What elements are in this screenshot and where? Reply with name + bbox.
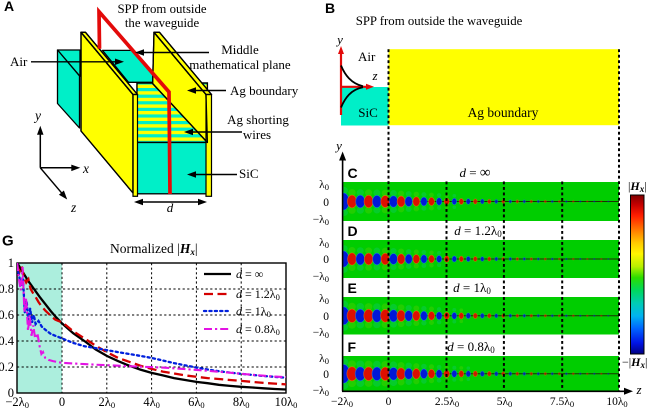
svg-text:−2λ0: −2λ0 [5, 395, 29, 410]
svg-text:F: F [348, 339, 357, 355]
svg-text:0: 0 [323, 254, 329, 266]
svg-text:0.4: 0.4 [0, 334, 15, 348]
svg-text:d = ∞: d = ∞ [459, 165, 490, 181]
svg-text:B: B [325, 0, 335, 16]
svg-text:Middle: Middle [221, 42, 259, 57]
svg-text:d = 1λ0: d = 1λ0 [236, 304, 271, 319]
svg-text:d = 1.2λ0: d = 1.2λ0 [454, 223, 502, 239]
svg-text:5λ0: 5λ0 [497, 396, 513, 409]
svg-text:d = 0.8λ0: d = 0.8λ0 [447, 339, 495, 355]
svg-text:mathematical plane: mathematical plane [189, 57, 291, 72]
svg-text:Normalized |Hx|: Normalized |Hx| [110, 241, 198, 257]
svg-text:0: 0 [323, 311, 329, 323]
svg-text:−λ0: −λ0 [313, 385, 329, 398]
svg-text:d = 0.8λ0: d = 0.8λ0 [236, 322, 280, 337]
svg-text:0: 0 [386, 396, 392, 408]
svg-text:y: y [335, 32, 343, 47]
svg-text:7.5λ0: 7.5λ0 [550, 396, 574, 409]
svg-text:0.8: 0.8 [0, 282, 14, 296]
svg-text:E: E [348, 280, 357, 296]
svg-text:z: z [635, 382, 641, 397]
svg-text:y: y [334, 138, 342, 153]
svg-text:SPP from outside: SPP from outside [117, 2, 206, 16]
svg-text:G: G [2, 233, 14, 250]
svg-text:10λ0: 10λ0 [275, 395, 298, 410]
svg-text:λ0: λ0 [319, 293, 329, 306]
svg-text:−2λ0: −2λ0 [331, 396, 353, 409]
svg-text:d = 1.2λ0: d = 1.2λ0 [236, 287, 280, 302]
svg-text:|Hx|: |Hx| [628, 179, 647, 194]
svg-text:−λ0: −λ0 [313, 271, 329, 284]
svg-text:y: y [33, 108, 41, 123]
svg-text:−λ0: −λ0 [313, 327, 329, 340]
svg-text:λ0: λ0 [319, 237, 329, 250]
svg-text:z: z [371, 68, 377, 83]
svg-text:Ag boundary: Ag boundary [468, 105, 539, 120]
svg-text:0.6: 0.6 [0, 308, 14, 322]
svg-text:d = 1λ0: d = 1λ0 [453, 280, 491, 296]
svg-text:0: 0 [323, 369, 329, 381]
svg-text:2.5λ0: 2.5λ0 [435, 396, 459, 409]
svg-text:0: 0 [59, 395, 65, 409]
svg-text:Air: Air [358, 49, 376, 64]
svg-text:the waveguide: the waveguide [125, 16, 200, 30]
svg-text:λ0: λ0 [319, 353, 329, 366]
svg-text:SPP from outside the waveguide: SPP from outside the waveguide [356, 14, 523, 28]
svg-text:z: z [70, 200, 77, 215]
svg-text:A: A [4, 0, 14, 14]
svg-text:0.2: 0.2 [0, 360, 14, 374]
svg-text:0: 0 [323, 197, 329, 209]
svg-text:d: d [167, 200, 174, 215]
svg-text:10λ0: 10λ0 [606, 396, 627, 409]
svg-text:−λ0: −λ0 [313, 214, 329, 227]
svg-text:Ag shorting: Ag shorting [227, 112, 289, 127]
svg-text:C: C [348, 165, 358, 181]
svg-text:x: x [82, 161, 89, 176]
svg-text:0: 0 [8, 386, 14, 400]
svg-text:d = ∞: d = ∞ [236, 267, 263, 281]
svg-text:wires: wires [243, 127, 271, 142]
svg-text:λ0: λ0 [319, 179, 329, 192]
svg-text:Air: Air [10, 54, 28, 69]
svg-text:Ag boundary: Ag boundary [230, 83, 299, 98]
svg-text:SiC: SiC [239, 166, 259, 181]
svg-text:SiC: SiC [358, 105, 378, 120]
svg-text:1: 1 [8, 256, 14, 270]
svg-text:D: D [348, 223, 358, 239]
